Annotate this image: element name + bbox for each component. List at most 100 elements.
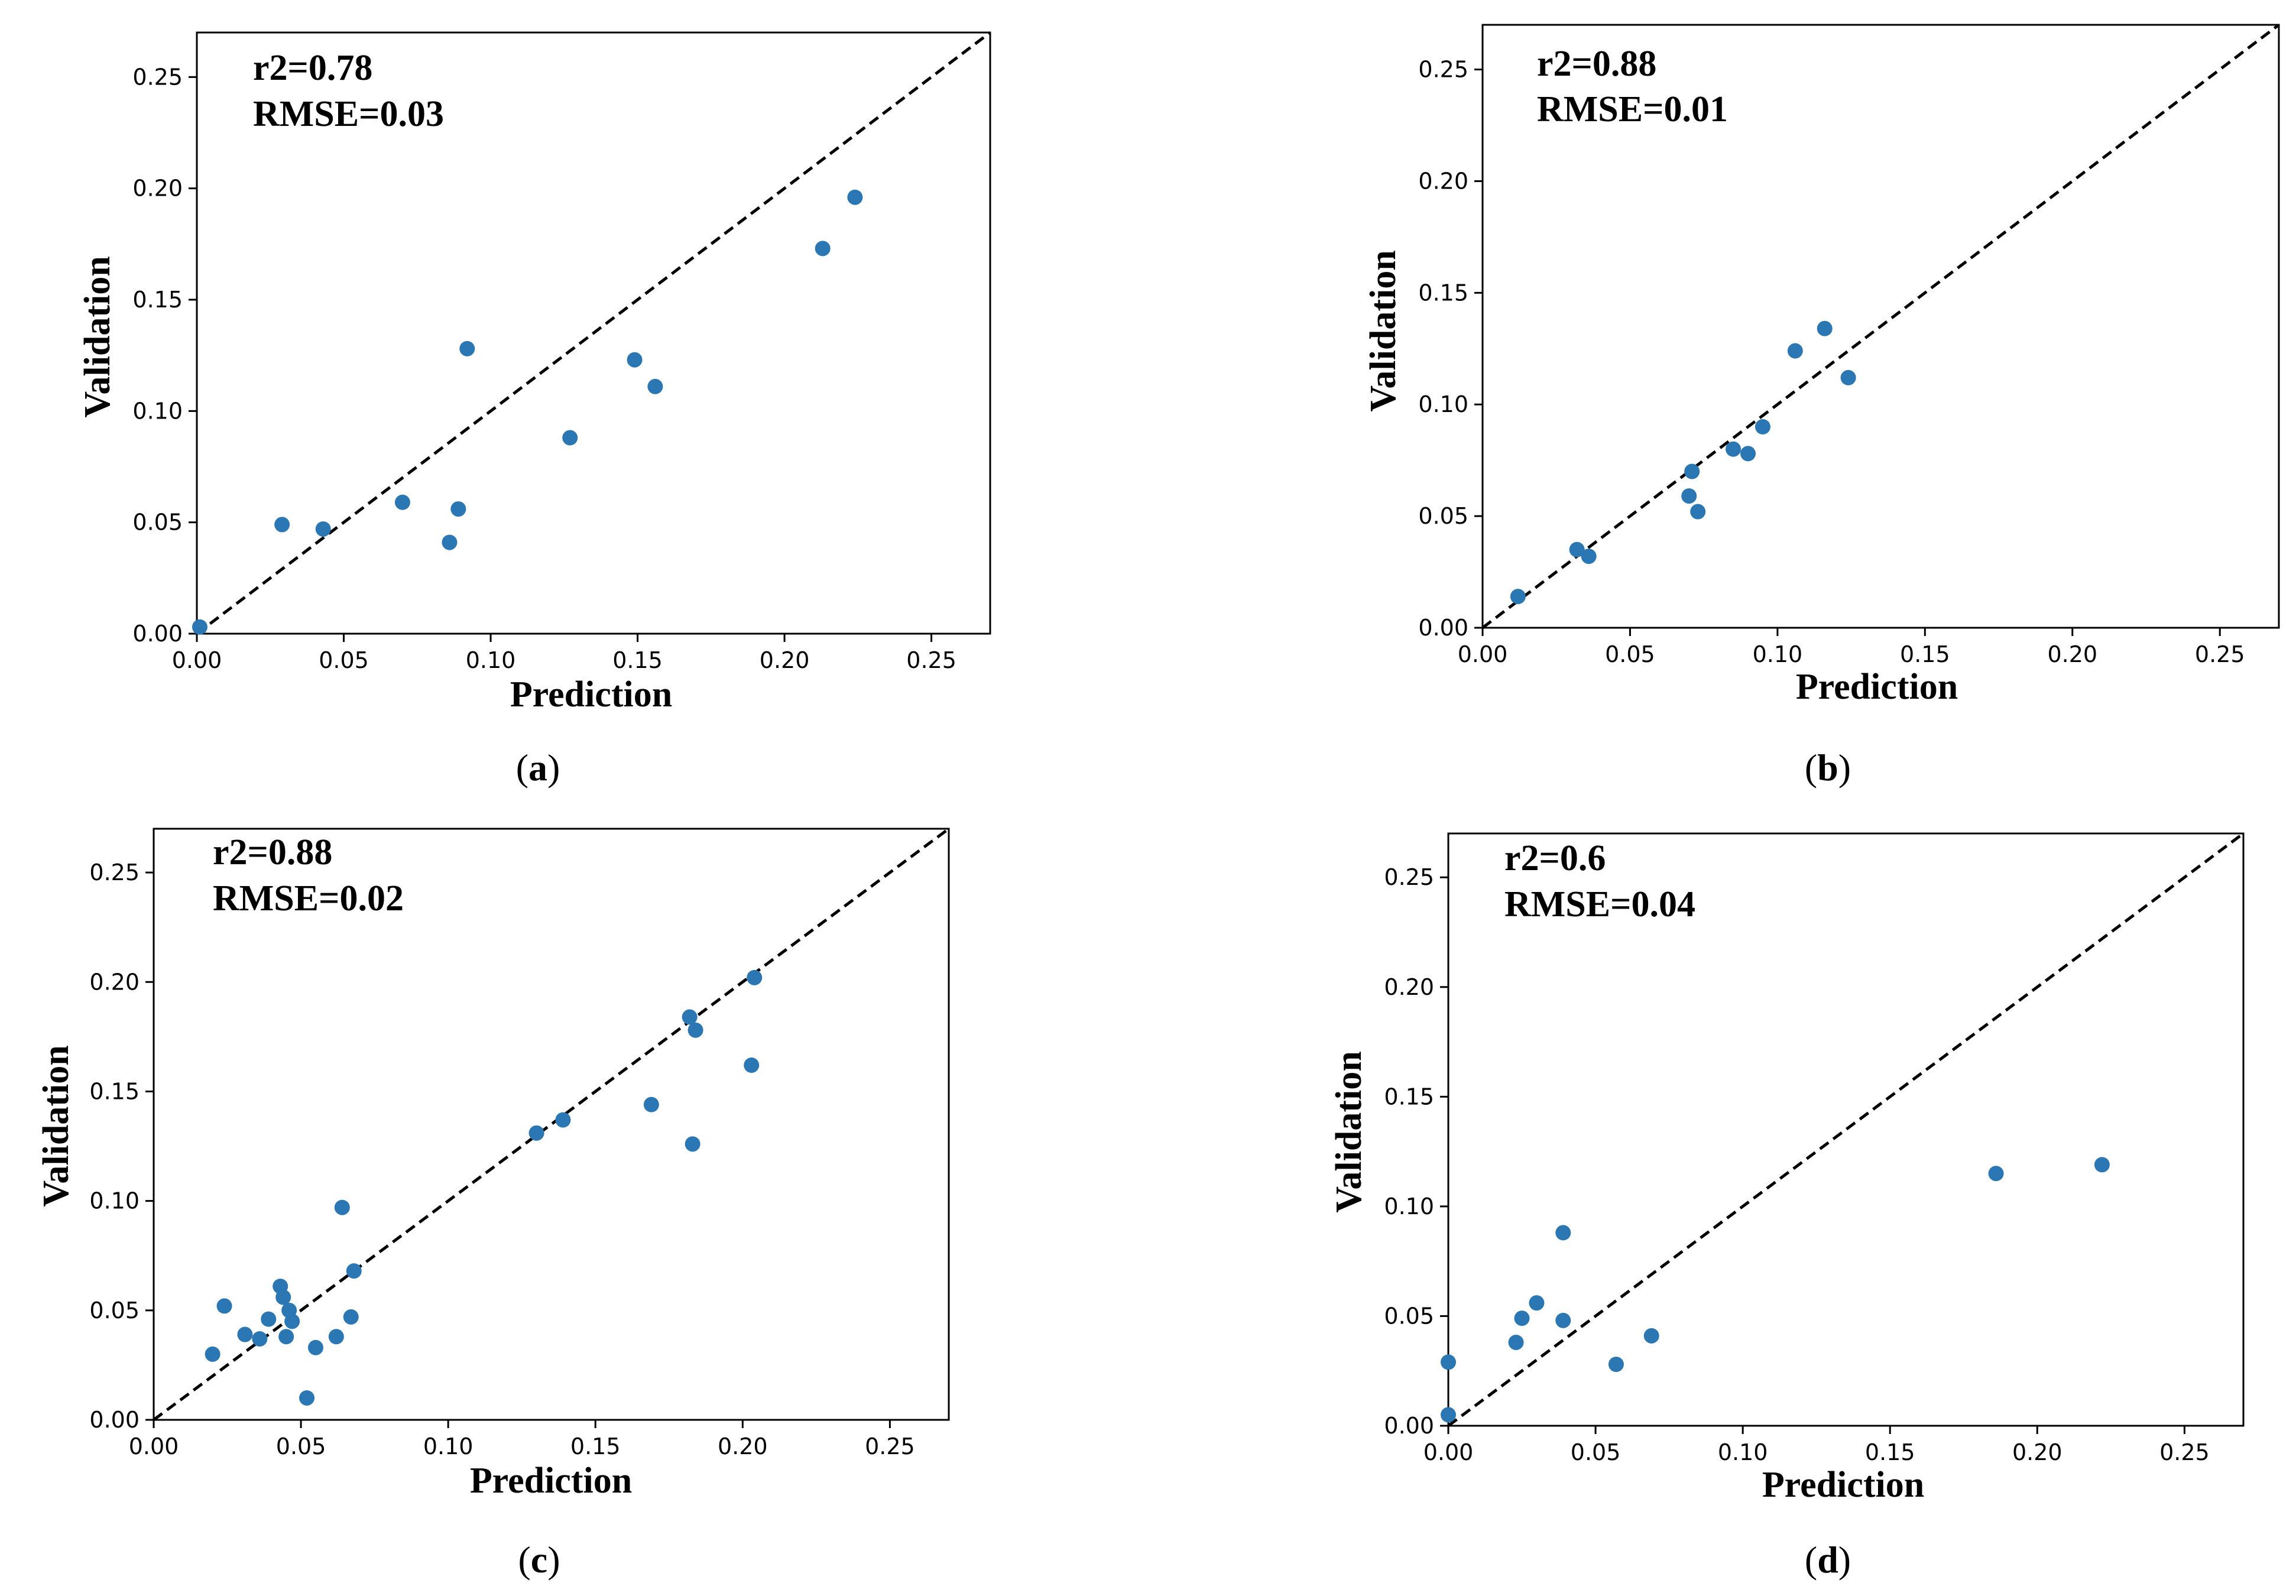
y-axis-label: Validation bbox=[36, 1045, 76, 1206]
data-point bbox=[1555, 1312, 1571, 1328]
y-tick-label: 0.05 bbox=[1418, 503, 1468, 529]
x-tick-label: 0.10 bbox=[466, 647, 516, 673]
data-point bbox=[315, 521, 331, 537]
data-point bbox=[334, 1199, 350, 1215]
data-point bbox=[1441, 1354, 1456, 1370]
y-tick-label: 0.25 bbox=[1418, 57, 1468, 83]
data-point bbox=[394, 494, 410, 510]
data-point bbox=[284, 1313, 300, 1329]
data-point bbox=[528, 1125, 544, 1141]
data-point bbox=[744, 1057, 760, 1073]
x-tick-label: 0.20 bbox=[2047, 641, 2097, 667]
y-tick-label: 0.15 bbox=[1418, 280, 1468, 306]
data-point bbox=[2094, 1157, 2110, 1173]
data-point bbox=[450, 501, 466, 517]
data-point bbox=[343, 1309, 359, 1325]
data-point bbox=[307, 1339, 323, 1355]
data-point bbox=[1581, 549, 1597, 565]
caption-letter: c bbox=[531, 1539, 547, 1581]
x-axis-label: Prediction bbox=[1796, 667, 1958, 707]
x-tick-label: 0.05 bbox=[1605, 641, 1655, 667]
data-point bbox=[1755, 419, 1770, 434]
plot-area-frame bbox=[1447, 832, 2245, 1427]
data-point bbox=[1555, 1225, 1571, 1241]
x-tick-label: 0.25 bbox=[2195, 641, 2245, 667]
y-axis-label: Validation bbox=[77, 256, 118, 417]
x-tick-label: 0.25 bbox=[906, 647, 956, 673]
r2-label: r2=0.88 bbox=[1537, 44, 1656, 84]
data-point bbox=[1787, 343, 1803, 359]
data-point bbox=[1643, 1328, 1659, 1344]
rmse-label: RMSE=0.04 bbox=[1504, 884, 1695, 924]
data-point bbox=[747, 969, 763, 985]
rmse-label: RMSE=0.02 bbox=[213, 878, 404, 919]
plot-area-frame bbox=[1481, 24, 2280, 629]
y-tick-label: 0.10 bbox=[1418, 391, 1468, 417]
x-tick-label: 0.00 bbox=[129, 1433, 179, 1459]
data-point bbox=[647, 378, 663, 394]
x-tick-label: 0.00 bbox=[172, 647, 222, 673]
caption-letter: d bbox=[1817, 1539, 1838, 1581]
data-point bbox=[261, 1311, 277, 1327]
y-tick-label: 0.00 bbox=[1384, 1413, 1434, 1439]
data-point bbox=[274, 517, 290, 533]
data-point bbox=[1817, 320, 1833, 336]
data-point bbox=[1508, 1334, 1524, 1350]
data-point bbox=[1608, 1357, 1624, 1373]
x-axis-label: Prediction bbox=[470, 1461, 632, 1501]
data-point bbox=[847, 189, 863, 205]
y-tick-label: 0.20 bbox=[89, 969, 140, 995]
plot-area-frame bbox=[196, 31, 991, 635]
x-tick-label: 0.05 bbox=[319, 647, 369, 673]
plot-area-frame bbox=[153, 828, 950, 1421]
x-axis-label: Prediction bbox=[510, 674, 672, 715]
panel-caption: (a) bbox=[516, 747, 560, 789]
data-point bbox=[1726, 441, 1742, 457]
data-point bbox=[685, 1136, 701, 1152]
y-tick-label: 0.20 bbox=[132, 176, 183, 202]
x-tick-label: 0.25 bbox=[2159, 1439, 2210, 1465]
y-tick-label: 0.15 bbox=[89, 1078, 140, 1104]
data-point bbox=[1510, 589, 1526, 605]
y-tick-label: 0.20 bbox=[1418, 168, 1468, 194]
data-point bbox=[682, 1009, 698, 1025]
y-tick-label: 0.10 bbox=[132, 398, 183, 424]
data-point bbox=[275, 1289, 291, 1305]
data-point bbox=[1441, 1407, 1456, 1423]
x-tick-label: 0.10 bbox=[1718, 1439, 1768, 1465]
scatter-panel-a: r2=0.78 RMSE=0.03 Prediction Validation … bbox=[77, 31, 991, 789]
y-tick-label: 0.05 bbox=[1384, 1303, 1434, 1329]
scatter-panel-d: r2=0.6 RMSE=0.04 Prediction Validation (… bbox=[1329, 832, 2245, 1581]
data-point bbox=[237, 1326, 253, 1342]
r2-label: r2=0.78 bbox=[253, 48, 372, 88]
data-point bbox=[442, 534, 458, 550]
scatter-panel-b: r2=0.88 RMSE=0.01 Prediction Validation … bbox=[1363, 24, 2280, 789]
x-tick-label: 0.15 bbox=[570, 1433, 621, 1459]
x-tick-label: 0.10 bbox=[423, 1433, 474, 1459]
data-point bbox=[1988, 1166, 2004, 1182]
y-tick-label: 0.10 bbox=[1384, 1193, 1434, 1219]
y-tick-label: 0.00 bbox=[1418, 615, 1468, 641]
x-tick-label: 0.00 bbox=[1458, 641, 1508, 667]
x-tick-label: 0.00 bbox=[1423, 1439, 1474, 1465]
data-point bbox=[346, 1263, 362, 1279]
y-tick-label: 0.25 bbox=[1384, 864, 1434, 890]
y-tick-label: 0.20 bbox=[1384, 974, 1434, 1000]
x-tick-label: 0.05 bbox=[1571, 1439, 1621, 1465]
data-point bbox=[1690, 504, 1706, 520]
data-point bbox=[1514, 1310, 1530, 1326]
rmse-label: RMSE=0.03 bbox=[253, 94, 444, 134]
data-point bbox=[205, 1346, 220, 1362]
x-tick-label: 0.15 bbox=[1900, 641, 1950, 667]
panel-caption: (c) bbox=[518, 1539, 560, 1581]
y-tick-label: 0.25 bbox=[89, 859, 140, 885]
x-tick-label: 0.20 bbox=[718, 1433, 768, 1459]
data-point bbox=[328, 1329, 344, 1345]
y-tick-label: 0.05 bbox=[89, 1297, 140, 1323]
data-point bbox=[1681, 488, 1697, 504]
y-tick-label: 0.00 bbox=[132, 621, 183, 647]
y-tick-label: 0.25 bbox=[132, 64, 183, 90]
data-point bbox=[1569, 541, 1585, 557]
data-point bbox=[687, 1022, 703, 1038]
